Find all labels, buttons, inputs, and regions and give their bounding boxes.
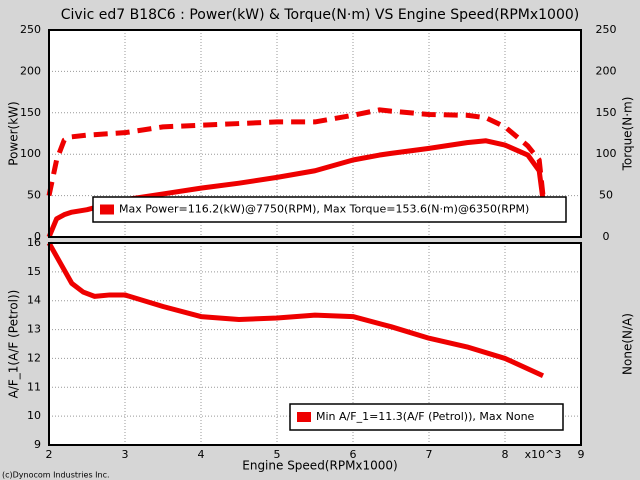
x-tick-label: 3 [122, 448, 129, 461]
y-tick-label: 10 [27, 409, 41, 422]
chart-title: Civic ed7 B18C6 : Power(kW) & Torque(N·m… [61, 7, 579, 23]
legend-box [289, 403, 564, 431]
y-tick-label: 15 [27, 265, 41, 278]
y2-tick-label: 250 [596, 23, 617, 36]
x-tick-label: 4 [198, 448, 205, 461]
y2-tick-label: 200 [596, 64, 617, 77]
x-tick-label: 9 [578, 448, 585, 461]
x-tick-label: 8 [502, 448, 509, 461]
series-line [46, 107, 546, 197]
x-tick-label: 7 [426, 448, 433, 461]
y-tick-label: 0 [34, 230, 41, 243]
y2-tick-label: 150 [596, 106, 617, 119]
y2-tick-label: 50 [599, 189, 613, 202]
y-tick-label: 9 [34, 438, 41, 451]
plot-frame [48, 242, 582, 446]
y2-tick-label: 0 [603, 230, 610, 243]
x-tick-label: 6 [350, 448, 357, 461]
x-tick-label: 5 [274, 448, 281, 461]
footer: (c)Dynocom Industries Inc. [2, 471, 110, 480]
y2-tick-label: 100 [596, 147, 617, 160]
y-axis-title: Power(kW) [7, 101, 21, 165]
y-axis-title: A/F_1(A/F (Petrol)) [7, 290, 21, 399]
y-tick-label: 16 [27, 236, 41, 249]
y-tick-label: 100 [20, 147, 41, 160]
y-tick-label: 250 [20, 23, 41, 36]
legend-text: Max Power=116.2(kW)@7750(RPM), Max Torqu… [119, 203, 529, 216]
y-tick-label: 150 [20, 106, 41, 119]
x-axis-title: Engine Speed(RPMx1000) [242, 459, 398, 473]
y-tick-label: 200 [20, 64, 41, 77]
series-line [46, 138, 546, 238]
plot-frame [48, 29, 582, 238]
y-tick-label: 11 [27, 380, 41, 393]
legend-swatch [100, 204, 114, 215]
y-tick-label: 12 [27, 351, 41, 364]
series-line [46, 241, 545, 379]
y-tick-label: 50 [27, 189, 41, 202]
legend-swatch [297, 412, 311, 422]
x-tick-label: 2 [46, 448, 53, 461]
y-tick-label: 14 [27, 294, 41, 307]
x-unit-note: x10^3 [525, 448, 562, 461]
y-tick-label: 13 [27, 323, 41, 336]
legend-box [92, 196, 567, 223]
legend-text: Min A/F_1=11.3(A/F (Petrol)), Max None [316, 410, 535, 423]
y2-axis-title: None(N/A) [621, 313, 635, 375]
y2-axis-title: Torque(N·m) [621, 97, 635, 172]
